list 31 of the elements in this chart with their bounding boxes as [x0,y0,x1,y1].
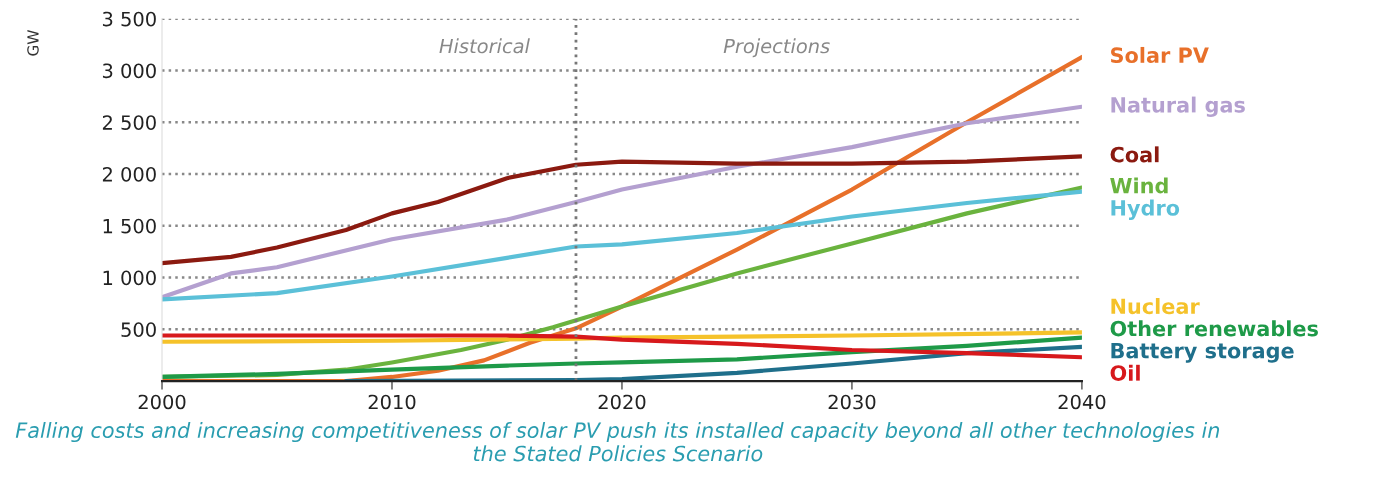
x-tick-label: 2000 [138,394,186,410]
y-tick-label: 2 500 [102,115,156,130]
y-tick-label: 1 000 [103,270,156,286]
y-tick-label: 1 500 [103,218,156,234]
series-label: Battery storage [1111,343,1294,363]
line-series [162,189,1082,302]
y-tick-label: 3 000 [102,63,156,79]
series-label: Solar PV [1111,46,1209,64]
y-axis-title: GW [27,30,39,56]
line-series [162,330,1082,344]
line-series [162,333,1082,360]
text: Falling costs and increasing competitiveness of solar PV push its installed capacity beyond all other technologies in the Stated Policies Scenario [15,421,1220,462]
series-label: Coal [1110,146,1159,163]
x-tick-label: 2040 [1058,394,1106,410]
series-label: Oil [1110,364,1140,381]
line-series [343,344,1082,382]
series-label: Hydro [1111,199,1180,220]
y-tick-label: 500 [121,322,156,337]
series-label: Wind [1110,177,1168,194]
x-tick-label: 2020 [598,394,646,410]
annotation: Historical [439,38,530,54]
y-tick-label: 3 500 [102,11,156,27]
line-series [162,154,1082,266]
x-tick-label: 2030 [828,394,876,410]
y-tick-label: 2 000 [102,166,156,182]
series-label: Nuclear [1111,298,1200,315]
series-label: Natural gas [1111,96,1245,117]
line-series [162,104,1082,300]
x-tick-label: 2010 [368,394,416,410]
annotation: Projections [723,38,830,58]
series-label: Other renewables [1110,320,1318,337]
